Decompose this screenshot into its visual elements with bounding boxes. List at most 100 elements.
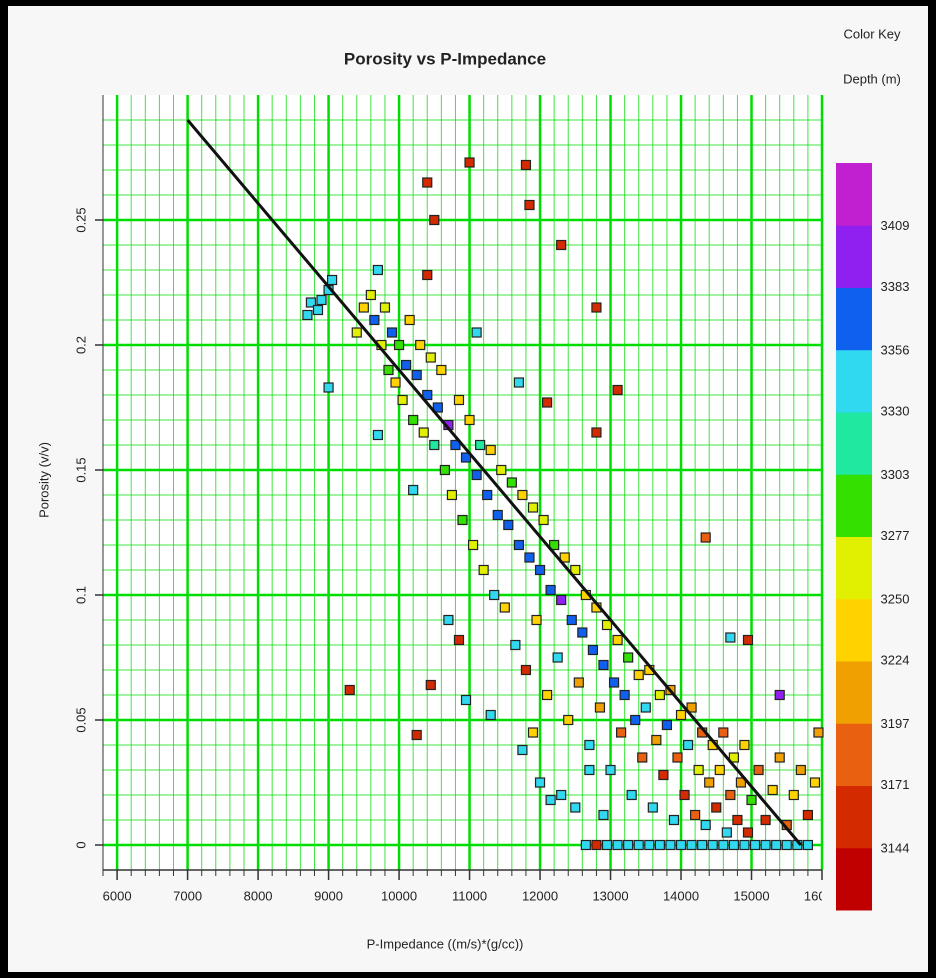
x-tick-label: 12000 (522, 888, 558, 903)
point (344, 684, 355, 696)
point (647, 802, 658, 813)
point (383, 364, 394, 376)
point (573, 677, 584, 688)
point (506, 477, 517, 488)
point (633, 669, 644, 681)
point (566, 614, 577, 626)
point (489, 589, 500, 601)
point (679, 789, 690, 801)
point (496, 464, 507, 476)
point (372, 264, 384, 276)
point (633, 839, 644, 851)
point (742, 827, 754, 838)
x-tick-label: 15000 (733, 888, 769, 903)
point (471, 469, 482, 481)
point (612, 634, 623, 646)
point (591, 302, 602, 313)
point (302, 309, 313, 321)
point (577, 627, 588, 638)
point (492, 509, 503, 521)
point (749, 839, 761, 851)
point (735, 777, 747, 788)
point (682, 739, 694, 751)
colorbar-tick-label: 3356 (881, 342, 910, 357)
point (460, 694, 472, 706)
point (686, 839, 697, 851)
point (453, 634, 465, 646)
point (503, 519, 514, 531)
x-tick-label: 11000 (452, 888, 487, 903)
y-tick-label: 0.15 (73, 457, 88, 482)
point (704, 777, 715, 788)
x-tick-label: 7000 (173, 888, 202, 903)
x-tick-label: 16000 (804, 888, 840, 903)
point (457, 514, 468, 526)
point (453, 394, 465, 406)
point (534, 564, 546, 576)
colorbar-tick-label: 3224 (881, 652, 910, 667)
point (541, 689, 553, 701)
point (312, 304, 324, 316)
point (326, 274, 338, 286)
point (813, 727, 824, 738)
point (739, 839, 750, 851)
point (556, 594, 567, 606)
chart-title: Porosity vs P-Impedance (344, 49, 546, 68)
point (513, 539, 524, 551)
point (728, 839, 739, 851)
point (802, 839, 814, 851)
point (460, 452, 472, 463)
point (510, 639, 521, 651)
point (591, 839, 602, 851)
colorbar-tick-label: 3144 (881, 840, 910, 855)
point (728, 752, 739, 763)
point (443, 614, 454, 626)
point (598, 809, 609, 821)
point (658, 769, 669, 781)
point (637, 752, 648, 763)
colorbar-segment (836, 225, 872, 288)
point (351, 327, 362, 338)
point (524, 552, 535, 563)
point (450, 439, 461, 451)
colorbar-segment (836, 723, 872, 786)
point (594, 702, 606, 713)
point (672, 752, 683, 763)
point (422, 389, 433, 401)
point (601, 839, 613, 851)
point (404, 314, 415, 326)
point (527, 502, 539, 513)
y-axis-label: Porosity (v/v) (36, 442, 51, 518)
point (485, 709, 496, 721)
point (323, 382, 334, 393)
point (675, 839, 687, 851)
point (760, 814, 771, 826)
colorbar-segment (836, 785, 872, 849)
point (549, 539, 560, 551)
point (661, 719, 673, 731)
point (467, 539, 479, 551)
point (707, 839, 718, 851)
colorbar-segment (836, 536, 872, 600)
colorbar-tick-label: 3330 (881, 403, 910, 418)
point (788, 789, 799, 801)
colorbar-tick-label: 3197 (881, 716, 910, 731)
point (390, 377, 401, 388)
point (626, 789, 637, 801)
colorbar-tick-label: 3383 (881, 279, 910, 294)
colorbar-segment (836, 847, 872, 911)
point (520, 664, 532, 676)
point (640, 702, 651, 713)
point (464, 157, 475, 168)
point (725, 632, 736, 643)
point (739, 739, 750, 751)
point (644, 839, 655, 851)
y-tick-label: 0.1 (73, 586, 88, 604)
colorbar-tick-label: 3409 (881, 218, 910, 233)
point (422, 269, 433, 281)
point (517, 744, 528, 756)
colorbar-segment (836, 412, 872, 475)
x-tick-label: 13000 (592, 888, 628, 903)
point (774, 689, 785, 701)
point (654, 839, 665, 851)
